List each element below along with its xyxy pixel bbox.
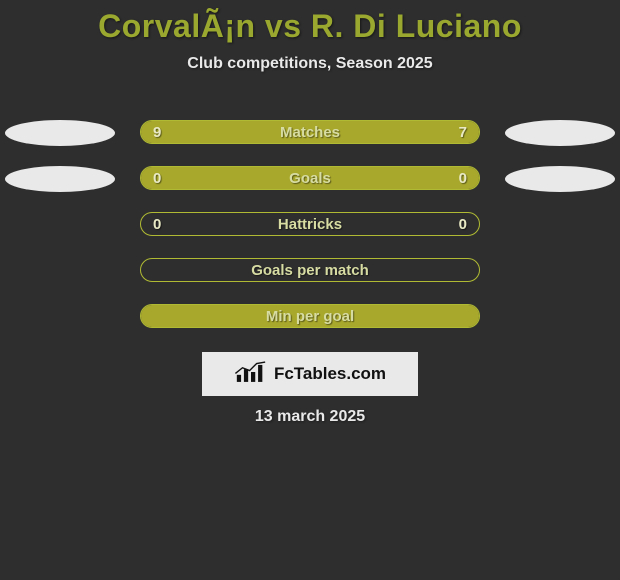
stat-label: Min per goal [141, 305, 479, 328]
stat-row: Goals per match [0, 258, 620, 286]
stats-container: 9Matches70Goals00Hattricks0Goals per mat… [0, 120, 620, 350]
stat-label: Matches [141, 121, 479, 144]
stat-bar: 0Goals0 [140, 166, 480, 190]
stat-label: Goals per match [141, 259, 479, 282]
player-chip-left [5, 120, 115, 146]
footer-date: 13 march 2025 [0, 408, 620, 426]
player-chip-right [505, 120, 615, 146]
stat-row: 0Goals0 [0, 166, 620, 194]
stat-value-right: 7 [459, 121, 467, 144]
page-title: CorvalÃ¡n vs R. Di Luciano [0, 0, 620, 45]
stat-bar: Goals per match [140, 258, 480, 282]
player-chip-right [505, 166, 615, 192]
stat-bar: Min per goal [140, 304, 480, 328]
brand-box: FcTables.com [202, 352, 418, 396]
stat-row: Min per goal [0, 304, 620, 332]
stat-row: 9Matches7 [0, 120, 620, 148]
stat-label: Hattricks [141, 213, 479, 236]
subtitle: Club competitions, Season 2025 [0, 55, 620, 73]
stat-label: Goals [141, 167, 479, 190]
stat-value-right: 0 [459, 213, 467, 236]
stat-bar: 9Matches7 [140, 120, 480, 144]
player-chip-left [5, 166, 115, 192]
stat-row: 0Hattricks0 [0, 212, 620, 240]
brand-text: FcTables.com [274, 364, 386, 384]
stat-bar: 0Hattricks0 [140, 212, 480, 236]
bar-chart-icon [234, 360, 268, 389]
stat-value-right: 0 [459, 167, 467, 190]
